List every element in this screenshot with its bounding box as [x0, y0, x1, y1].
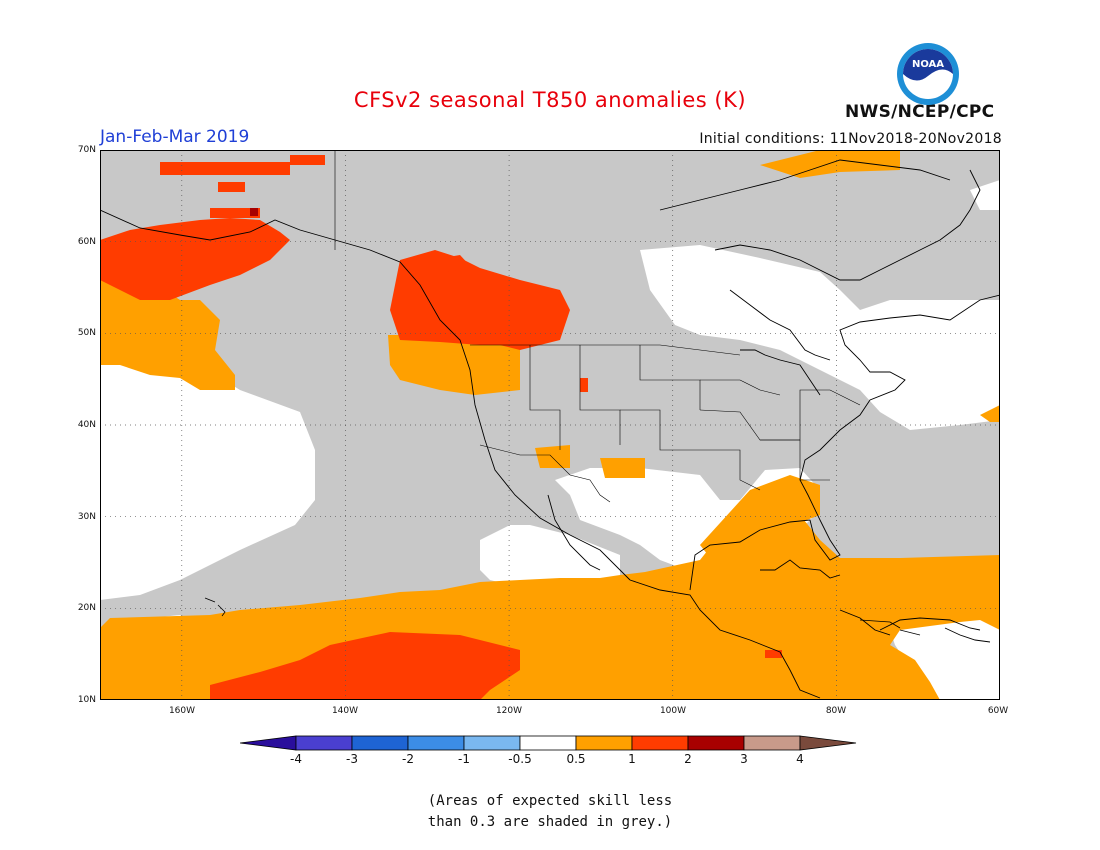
color-bar-cell [575, 735, 633, 751]
anomaly-map [100, 150, 1000, 700]
color-bar-tick-label: -3 [346, 752, 358, 766]
color-bar [240, 735, 857, 751]
agency-label: NWS/NCEP/CPC [845, 102, 995, 122]
color-bar-cell [463, 735, 521, 751]
lon-label: 140W [331, 706, 359, 716]
islands [204, 597, 921, 636]
color-bar-tick-label: -0.5 [508, 752, 532, 766]
logo-text: NOAA [912, 59, 944, 70]
skill-note-line-1: (Areas of expected skill less [427, 793, 673, 809]
color-bar-cell [799, 735, 857, 751]
color-bar-cell [407, 735, 465, 751]
noaa-logo: NOAA [896, 42, 960, 110]
lat-label: 30N [77, 512, 96, 522]
lat-label: 20N [77, 603, 96, 613]
color-bar-tick-label: 1 [628, 752, 636, 766]
season-label: Jan-Feb-Mar 2019 [100, 127, 250, 147]
lon-label: 80W [825, 706, 847, 716]
color-bar-cell [351, 735, 409, 751]
skill-note-line-2: than 0.3 are shaded in grey.) [427, 814, 673, 830]
lon-label: 120W [495, 706, 523, 716]
lat-label: 40N [77, 420, 96, 430]
color-bar-tick-label: -2 [402, 752, 414, 766]
anomaly-1-2-regions [100, 155, 782, 700]
graticule [100, 150, 1000, 700]
color-bar-cell [743, 735, 801, 751]
color-bar-cell [519, 735, 577, 751]
lon-label: 100W [659, 706, 687, 716]
borders [334, 150, 861, 503]
lon-label: 160W [168, 706, 196, 716]
lat-label: 10N [77, 695, 96, 705]
chart-title: CFSv2 seasonal T850 anomalies (K) [353, 88, 747, 112]
color-bar-tick-label: 2 [684, 752, 692, 766]
color-bar-cell [295, 735, 353, 751]
color-bar-cell [687, 735, 745, 751]
color-bar-tick-label: 4 [796, 752, 804, 766]
color-bar-tick-label: 3 [740, 752, 748, 766]
color-bar-cell [631, 735, 689, 751]
color-bar-tick-label: -1 [458, 752, 470, 766]
lat-label: 50N [77, 328, 96, 338]
color-bar-tick-label: -4 [290, 752, 302, 766]
coastlines [100, 159, 1000, 699]
lon-label: 60W [987, 706, 1009, 716]
lat-label: 60N [77, 237, 96, 247]
skill-note: (Areas of expected skill less than 0.3 a… [0, 791, 1100, 833]
initial-conditions-label: Initial conditions: 11Nov2018-20Nov2018 [699, 131, 1002, 147]
color-bar-tick-label: 0.5 [566, 752, 586, 766]
lat-label: 70N [77, 145, 96, 155]
color-bar-cell [240, 735, 297, 751]
anomaly-2-3-region [250, 208, 258, 216]
